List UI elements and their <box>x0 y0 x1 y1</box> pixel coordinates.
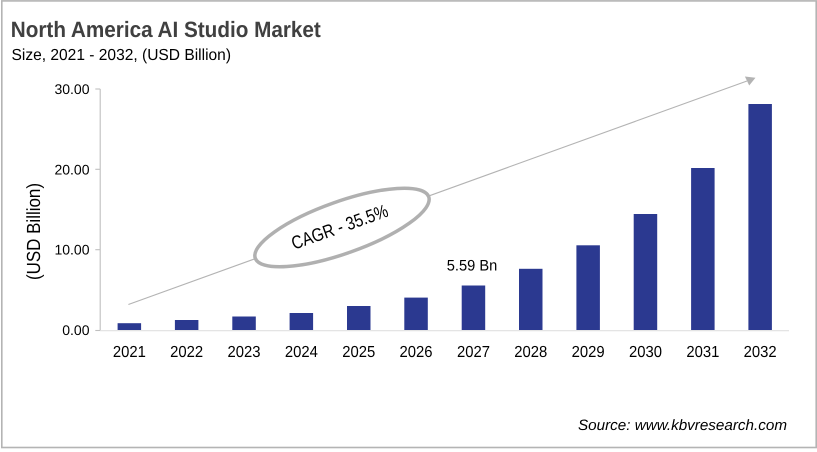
svg-text:2027: 2027 <box>457 344 490 361</box>
svg-text:2031: 2031 <box>686 344 719 361</box>
svg-text:2032: 2032 <box>744 344 777 361</box>
svg-text:2028: 2028 <box>514 344 547 361</box>
svg-text:Source: www.kbvresearch.com: Source: www.kbvresearch.com <box>578 417 787 434</box>
svg-text:2021: 2021 <box>113 344 146 361</box>
svg-text:2023: 2023 <box>228 344 261 361</box>
svg-text:2030: 2030 <box>629 344 662 361</box>
svg-text:2025: 2025 <box>342 344 375 361</box>
svg-text:0.00: 0.00 <box>62 322 89 338</box>
svg-text:(USD Billion): (USD Billion) <box>24 183 45 280</box>
svg-text:5.59 Bn: 5.59 Bn <box>447 258 498 275</box>
svg-text:2029: 2029 <box>572 344 605 361</box>
svg-text:2024: 2024 <box>285 344 318 361</box>
svg-text:2026: 2026 <box>400 344 433 361</box>
svg-text:20.00: 20.00 <box>54 161 89 177</box>
svg-text:North America AI Studio Market: North America AI Studio Market <box>11 17 322 42</box>
svg-text:10.00: 10.00 <box>54 242 89 258</box>
svg-text:Size, 2021 - 2032, (USD Billio: Size, 2021 - 2032, (USD Billion) <box>12 47 232 64</box>
svg-text:30.00: 30.00 <box>54 81 89 97</box>
svg-text:2022: 2022 <box>170 344 203 361</box>
